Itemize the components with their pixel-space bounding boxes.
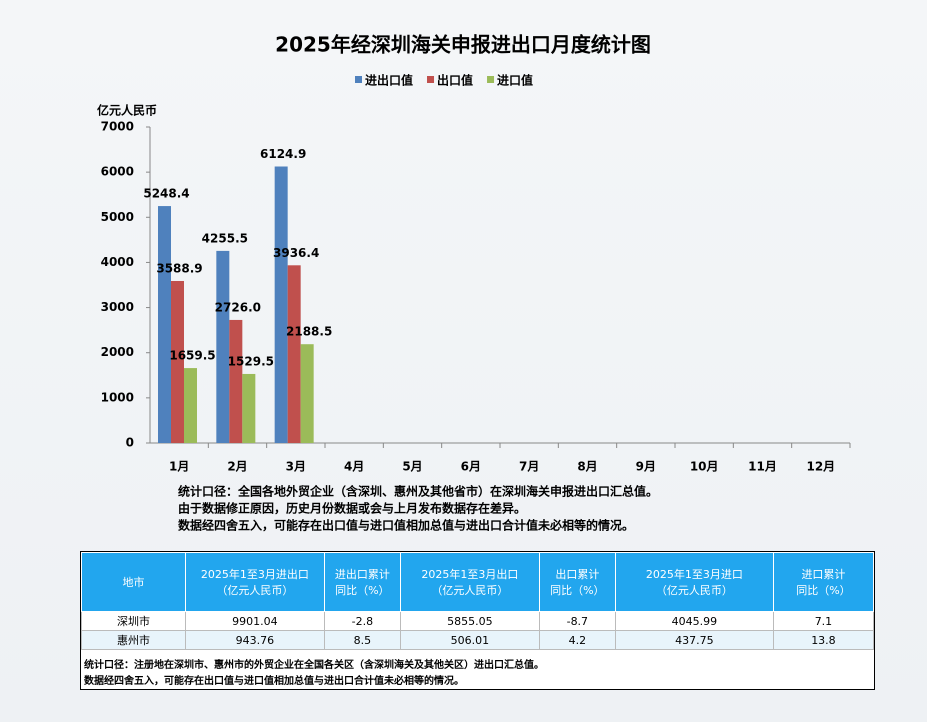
bar [158, 206, 171, 443]
x-tick-label: 2月 [227, 460, 247, 474]
legend-label: 进出口值 [365, 73, 413, 88]
value-label: 5248.4 [143, 187, 189, 201]
bar [171, 280, 184, 443]
header-text: 2025年1至3月出口 [421, 568, 519, 581]
y-tick-label: 3000 [101, 300, 134, 314]
chart-note: 由于数据修正原因，历史月份数据或会与上月发布数据存在差异。 [178, 501, 526, 516]
table-cell: 5855.05 [399, 611, 540, 631]
header-text: （亿元人民币） [655, 584, 733, 597]
table-cell: -2.8 [323, 611, 401, 631]
bar [216, 250, 230, 443]
table-cell: 4045.99 [614, 611, 774, 631]
table-cell: 7.1 [772, 611, 875, 631]
table-header-cell: 进出口累计同比（%） [323, 552, 401, 612]
header-text: 进出口累计 [334, 568, 390, 581]
x-tick-label: 8月 [577, 460, 597, 474]
value-label: 1659.5 [169, 349, 215, 363]
x-tick-label: 7月 [519, 460, 539, 474]
table-header-cell: 2025年1至3月出口 （亿元人民币） [399, 552, 540, 612]
table-row: 惠州市 943.76 8.5 506.01 4.2 437.75 13.8 [81, 630, 875, 650]
value-label: 3588.9 [156, 261, 202, 275]
header-text: （亿元人民币） [431, 584, 509, 597]
header-text: 同比（%） [335, 584, 390, 597]
y-axis-label: 亿元人民币 [97, 103, 157, 118]
table-row: 深圳市 9901.04 -2.8 5855.05 -8.7 4045.99 7.1 [81, 611, 875, 631]
table-header-cell: 2025年1至3月进口 （亿元人民币） [614, 552, 774, 612]
header-text: 进口累计 [801, 568, 846, 581]
value-label: 2188.5 [286, 325, 332, 339]
x-tick-label: 4月 [344, 460, 364, 474]
legend-label: 出口值 [437, 73, 473, 88]
x-tick-label: 11月 [748, 460, 777, 474]
table-cell: 943.76 [184, 630, 325, 650]
table-header-cell: 出口累计同比（%） [538, 552, 616, 612]
bar [287, 265, 301, 443]
chart: 2025年经深圳海关申报进出口月度统计图 亿元人民币 进出口值 出口值 进口值 0 10… [97, 33, 851, 533]
data-table: 地市 2025年1至3月进出口 （亿元人民币） 进出口累计 同比（%） 2025年1至3月… [80, 551, 875, 690]
table-cell: 506.01 [399, 630, 540, 650]
y-tick-label: 5000 [101, 210, 134, 224]
chart-note: 数据经四舍五入，可能存在出口值与进口值相加总值与进出口合计值未必相等的情况。 [178, 518, 634, 533]
bar [242, 373, 256, 443]
table-cell: 437.75 [614, 630, 774, 650]
x-tick-label: 6月 [461, 460, 481, 474]
table-cell: 惠州市 [81, 630, 186, 650]
x-tick-label: 5月 [402, 460, 422, 474]
chart-note: 统计口径：全国各地外贸企业（含深圳、惠州及其他省市）在深圳海关申报进出口汇总值。 [178, 484, 658, 499]
legend-label: 进口值 [497, 73, 533, 88]
legend-swatch [427, 76, 435, 83]
table-cell: 8.5 [323, 630, 401, 650]
bar [184, 368, 197, 443]
y-tick-label: 4000 [101, 255, 134, 269]
value-label: 3936.4 [273, 246, 319, 260]
table: 地市 2025年1至3月进出口 （亿元人民币） 进出口累计 同比（%） 2025年1至3月… [81, 552, 875, 650]
table-cell: 深圳市 [81, 611, 186, 631]
header-text: 同比（%） [550, 584, 605, 597]
table-cell: 13.8 [772, 630, 875, 650]
y-tick-label: 0 [126, 436, 134, 450]
bar [274, 166, 288, 443]
header-text: 出口累计 [555, 568, 600, 581]
y-tick-label: 1000 [101, 390, 134, 404]
header-text: 同比（%） [796, 584, 851, 597]
value-label: 4255.5 [202, 231, 248, 245]
table-note: 数据经四舍五入，可能存在出口值与进口值相加总值与进出口合计值未必相等的情况。 [84, 676, 464, 687]
table-header-cell: 进口累计同比（%） [772, 552, 875, 612]
table-cell: 4.2 [538, 630, 616, 650]
value-label: 6124.9 [260, 147, 306, 161]
x-tick-label: 1月 [169, 460, 189, 474]
x-tick-label: 3月 [286, 460, 306, 474]
x-tick-label: 9月 [636, 460, 656, 474]
table-cell: -8.7 [538, 611, 616, 631]
table-note: 统计口径：注册地在深圳市、惠州市的外贸企业在全国各关区（含深圳海关及其他关区）进… [84, 660, 544, 671]
legend-swatch [355, 76, 362, 83]
value-label: 2726.0 [215, 300, 261, 314]
chart-title: 2025年经深圳海关申报进出口月度统计图 [275, 33, 651, 57]
y-tick-label: 2000 [101, 345, 134, 359]
y-tick-label: 6000 [101, 165, 134, 179]
table-header-cell: 2025年1至3月进出口 （亿元人民币） [184, 552, 325, 612]
x-tick-label: 12月 [806, 460, 835, 474]
bar [229, 319, 243, 443]
header-text: 2025年1至3月进口 [645, 568, 743, 581]
legend-swatch [487, 76, 495, 83]
header-text: （亿元人民币） [216, 584, 294, 597]
table-header-cell: 地市 [81, 552, 186, 612]
y-tick-label: 7000 [101, 120, 134, 134]
bar [300, 344, 314, 443]
table-cell: 9901.04 [184, 611, 325, 631]
header-text: 地市 [122, 576, 145, 589]
value-label: 1529.5 [228, 354, 274, 368]
x-tick-label: 10月 [690, 460, 719, 474]
header-text: 2025年1至3月进出口 [200, 568, 309, 581]
